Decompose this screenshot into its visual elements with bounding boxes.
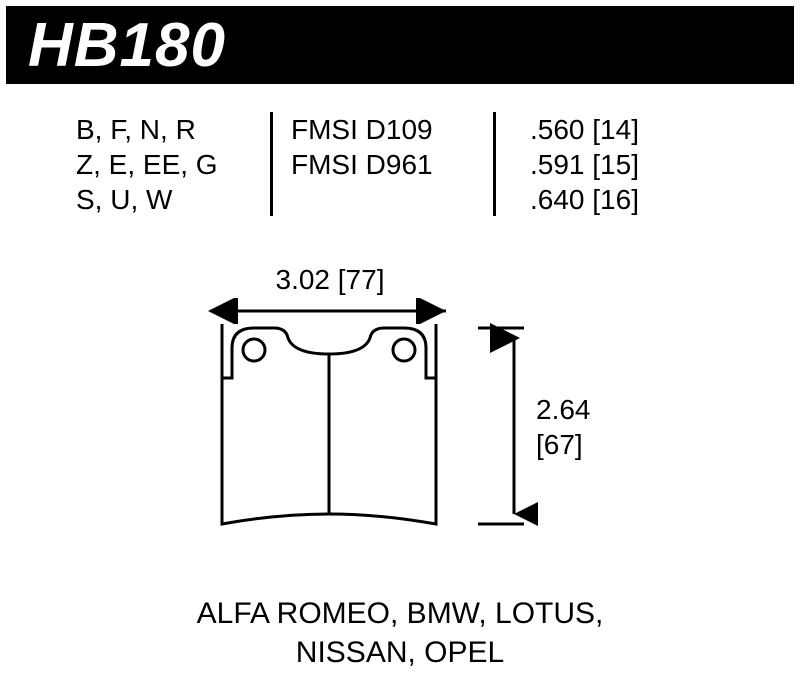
thickness-column: .560 [14] .591 [15] .640 [16]	[496, 112, 696, 222]
height-label: 2.64 [67]	[536, 392, 646, 462]
fmsi-line: FMSI D961	[291, 147, 493, 182]
height-mm: [67]	[536, 429, 583, 460]
brands-line: ALFA ROMEO, BMW, LOTUS,	[197, 597, 604, 630]
header-bar: HB180	[6, 6, 794, 84]
compounds-line: Z, E, EE, G	[76, 147, 270, 182]
thickness-line: .640 [16]	[530, 182, 696, 217]
width-arrow	[190, 298, 470, 324]
brands: ALFA ROMEO, BMW, LOTUS, NISSAN, OPEL	[0, 594, 800, 672]
fmsi-line: FMSI D109	[291, 112, 493, 147]
height-in: 2.64	[536, 394, 591, 425]
compounds-column: B, F, N, R Z, E, EE, G S, U, W	[70, 112, 270, 222]
spec-row: B, F, N, R Z, E, EE, G S, U, W FMSI D109…	[70, 112, 730, 222]
compounds-line: S, U, W	[76, 182, 270, 217]
pad-outline	[210, 324, 448, 532]
height-dimension: 2.64 [67]	[478, 322, 658, 534]
thickness-line: .591 [15]	[530, 147, 696, 182]
height-arrow	[478, 322, 538, 534]
part-number: HB180	[28, 10, 226, 81]
brands-line: NISSAN, OPEL	[296, 636, 504, 669]
width-label: 3.02 [77]	[190, 264, 470, 296]
compounds-line: B, F, N, R	[76, 112, 270, 147]
width-dimension: 3.02 [77]	[190, 264, 470, 322]
diagram-area: 3.02 [77]	[0, 246, 800, 586]
thickness-line: .560 [14]	[530, 112, 696, 147]
fmsi-column: FMSI D109 FMSI D961	[273, 112, 493, 222]
